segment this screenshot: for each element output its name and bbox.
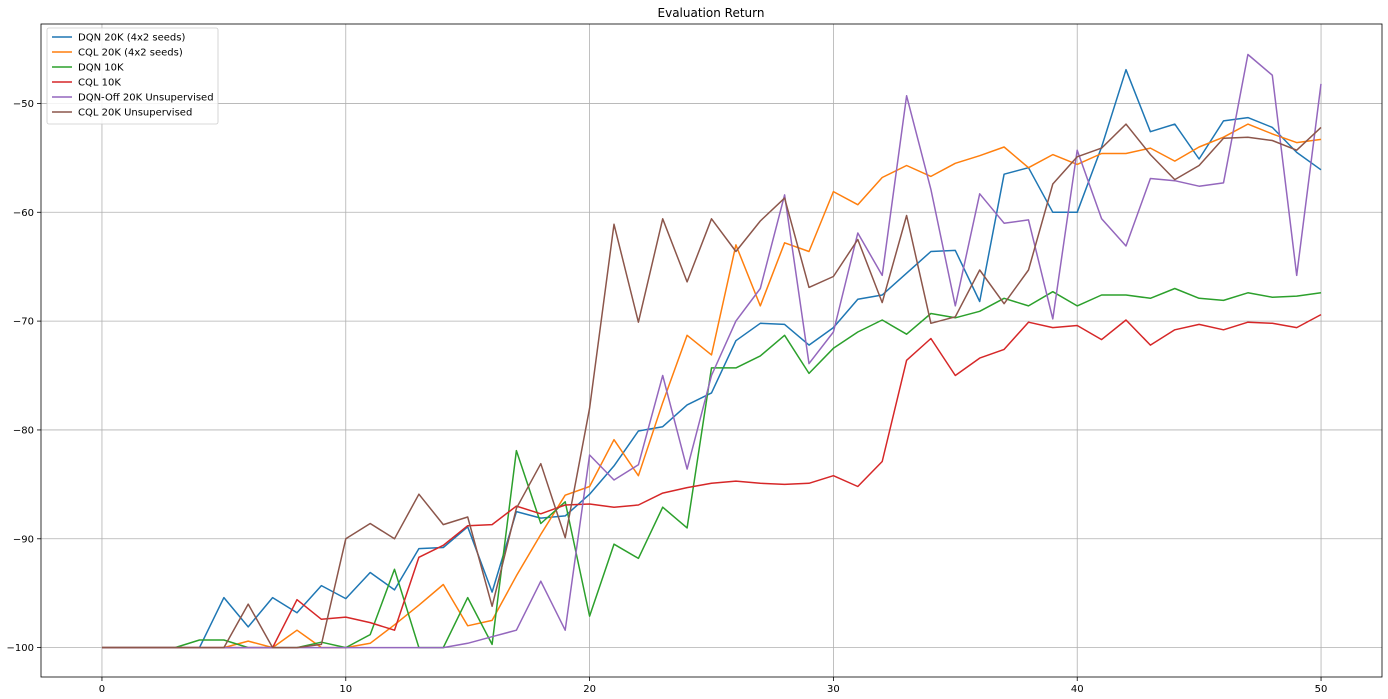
- y-tick-label: −90: [13, 534, 34, 545]
- series-line-6: [102, 123, 1322, 649]
- grid: [41, 24, 1382, 677]
- legend: DQN 20K (4x2 seeds) CQL 20K (4x2 seeds) DQ…: [46, 27, 219, 125]
- legend-label: CQL 10K: [78, 78, 121, 89]
- y-tick-label: −80: [13, 425, 34, 436]
- legend-label: CQL 20K Unsupervised: [78, 108, 192, 119]
- legend-label: DQN 10K: [78, 63, 124, 74]
- axis-ticks: 0 10 20 30 40 50 −100 −90 −80 −70 −60 −50: [7, 99, 1328, 695]
- x-tick-label: 30: [827, 684, 840, 695]
- x-tick-label: 0: [99, 684, 105, 695]
- x-tick-label: 50: [1315, 684, 1328, 695]
- series-line-5: [102, 53, 1322, 649]
- x-tick-label: 20: [583, 684, 596, 695]
- legend-label: DQN-Off 20K Unsupervised: [78, 93, 214, 104]
- chart-title: Evaluation Return: [658, 6, 765, 20]
- series-line-4: [102, 313, 1322, 649]
- y-tick-label: −50: [13, 99, 34, 110]
- series-line-2: [102, 123, 1322, 649]
- legend-label: CQL 20K (4x2 seeds): [78, 48, 183, 59]
- y-tick-label: −60: [13, 208, 34, 219]
- legend-label: DQN 20K (4x2 seeds): [78, 33, 185, 44]
- y-tick-label: −100: [7, 643, 34, 654]
- x-tick-label: 40: [1071, 684, 1084, 695]
- y-tick-label: −70: [13, 317, 34, 328]
- series-line-3: [102, 287, 1322, 649]
- plot-area-frame: [40, 23, 1383, 678]
- series-line-1: [102, 68, 1322, 649]
- series-lines: [102, 53, 1322, 649]
- x-tick-label: 10: [339, 684, 352, 695]
- legend-box: [46, 27, 219, 125]
